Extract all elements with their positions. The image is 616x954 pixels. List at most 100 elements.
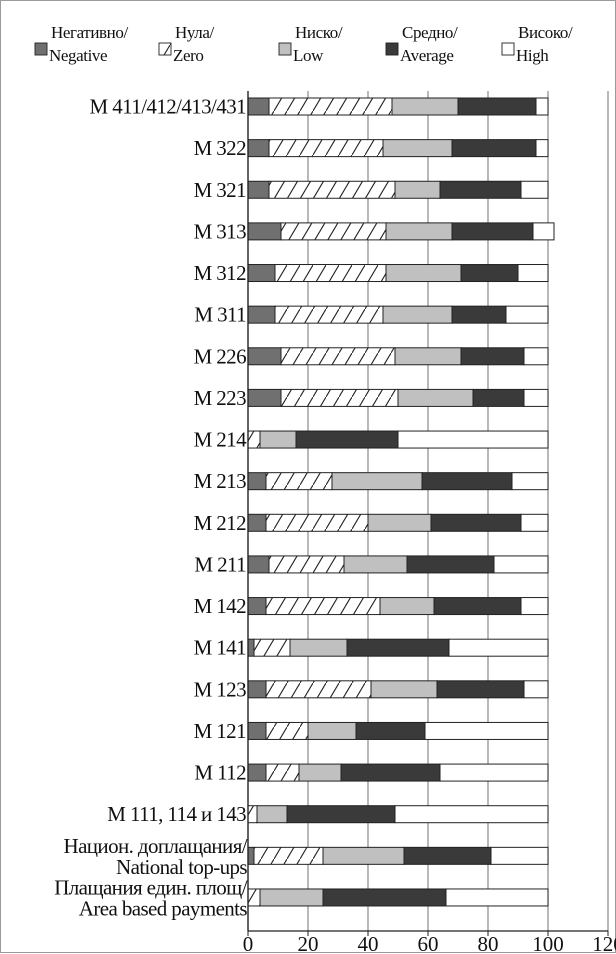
- legend-label-line: Нула/: [175, 23, 214, 42]
- bar-high-m-312: [517, 264, 549, 283]
- bar-negative-m-213: [247, 472, 267, 491]
- axes: [247, 91, 609, 936]
- bar-high-m-211: [493, 555, 549, 574]
- legend-item-low: Ниско/Low: [278, 23, 343, 65]
- bar-low-m-214: [259, 430, 297, 449]
- bar-high-m-142: [520, 597, 549, 616]
- category-label-m-212: M 212: [194, 511, 247, 535]
- legend-swatch: [501, 42, 515, 56]
- bar-zero-m-111-114-и-143: [247, 805, 258, 824]
- bar-zero-m-322: [268, 139, 384, 158]
- legend-swatch: [385, 42, 399, 56]
- category-label-m-213: M 213: [194, 469, 247, 493]
- x-tick-label-0: 0: [243, 932, 254, 954]
- bar-negative-m-211: [247, 555, 270, 574]
- legend-swatch: [158, 42, 172, 56]
- bar-zero-m-211: [268, 555, 345, 574]
- bar-zero-m-212: [265, 513, 369, 532]
- bar-average-m-214: [295, 430, 399, 449]
- bar-average-m-121: [355, 721, 426, 740]
- bar-low-m-311: [382, 305, 453, 324]
- legend-label-line: Средно/: [402, 23, 458, 42]
- category-label-m-322: M 322: [194, 136, 247, 160]
- bar-high-m-123: [523, 680, 549, 699]
- bar-average-m-141: [346, 638, 450, 657]
- bar-low-m-111-114-и-143: [256, 805, 288, 824]
- bar-negative-m-322: [247, 139, 270, 158]
- category-label-line: Плащания един. площ/: [54, 875, 248, 899]
- legend-label-line: Average: [400, 46, 454, 65]
- legend-label-line: Zero: [173, 46, 204, 65]
- legend-label: Ниско/Low: [293, 23, 343, 65]
- bar-low-m-213: [331, 472, 423, 491]
- x-tick-label-40: 40: [358, 932, 379, 954]
- legend-label-line: Ниско/: [295, 23, 343, 42]
- gridlines: [307, 91, 609, 931]
- bar-average-m-112: [340, 763, 441, 782]
- bar-high-m-121: [424, 721, 549, 740]
- bar-high-m-212: [520, 513, 549, 532]
- bar-negative-m-411-412-413-431: [247, 97, 270, 116]
- bar-low-m-223: [397, 388, 474, 407]
- legend-swatch: [278, 42, 292, 56]
- bar-negative-m-223: [247, 388, 282, 407]
- bar-low-m-312: [385, 264, 462, 283]
- category-label-m-141: M 141: [194, 636, 247, 660]
- category-label-m-214: M 214: [194, 428, 248, 452]
- category-labels: M 411/412/413/431 M 322 M 321 M 313 M 312 M 3…: [54, 95, 248, 921]
- bar-negative-m-112: [247, 763, 267, 782]
- bar-high-m-322: [535, 139, 549, 158]
- bar-zero-m-214: [247, 430, 261, 449]
- bar-high-m-313: [532, 222, 555, 241]
- legend-label-line: Low: [293, 46, 324, 65]
- legend-item-negative: Негативно/Negative: [34, 23, 129, 65]
- category-label-m-111-114-и-143: M 111, 114 и 143: [107, 802, 246, 826]
- bar-low-m-322: [382, 139, 453, 158]
- bar-high-m-141: [448, 638, 549, 657]
- legend-label: Нула/Zero: [173, 23, 214, 65]
- bar-negative-national-top-ups: [247, 846, 255, 865]
- bar-low-m-142: [379, 597, 435, 616]
- category-label-m-411-412-413-431: M 411/412/413/431: [90, 95, 247, 119]
- bar-low-area-based-payments: [259, 888, 324, 907]
- category-label-m-211: M 211: [194, 552, 246, 576]
- bar-low-m-121: [307, 721, 357, 740]
- category-label-m-123: M 123: [194, 677, 247, 701]
- category-label-national-top-ups: Национ. доплащания/National top-ups: [64, 834, 248, 879]
- bar-negative-m-142: [247, 597, 267, 616]
- legend-item-high: Високо/High: [501, 23, 573, 65]
- legend-label-line: High: [516, 46, 549, 65]
- category-label-m-121: M 121: [194, 719, 247, 743]
- category-label-area-based-payments: Плащания един. площ/Area based payments: [54, 875, 248, 920]
- legend-label-line: Negative: [49, 46, 107, 65]
- bar-zero-m-226: [280, 347, 396, 366]
- bar-zero-area-based-payments: [247, 888, 261, 907]
- bar-high-m-111-114-и-143: [394, 805, 549, 824]
- bar-negative-m-226: [247, 347, 282, 366]
- bar-high-m-311: [505, 305, 549, 324]
- bar-zero-m-311: [274, 305, 384, 324]
- bar-zero-m-112: [265, 763, 300, 782]
- legend-label-line: Високо/: [518, 23, 573, 42]
- category-label-line: National top-ups: [116, 855, 247, 879]
- bar-negative-m-121: [247, 721, 267, 740]
- legend-label: Средно/Average: [400, 23, 458, 65]
- category-label-m-112: M 112: [194, 761, 246, 785]
- category-label-m-311: M 311: [194, 303, 246, 327]
- bar-negative-m-141: [247, 638, 255, 657]
- bar-average-area-based-payments: [322, 888, 447, 907]
- bar-low-national-top-ups: [322, 846, 405, 865]
- bar-average-m-312: [460, 264, 519, 283]
- bar-negative-m-123: [247, 680, 267, 699]
- bar-average-m-111-114-и-143: [286, 805, 396, 824]
- x-tick-label-120: 120: [592, 932, 616, 954]
- x-tick-label-100: 100: [532, 932, 564, 954]
- bar-zero-m-313: [280, 222, 387, 241]
- bar-high-m-223: [523, 388, 549, 407]
- bar-zero-m-321: [268, 180, 396, 199]
- category-label-line: Национ. доплащания/: [64, 834, 248, 858]
- bar-negative-m-321: [247, 180, 270, 199]
- category-label-m-312: M 312: [194, 261, 247, 285]
- bar-average-m-226: [460, 347, 525, 366]
- bar-zero-m-223: [280, 388, 399, 407]
